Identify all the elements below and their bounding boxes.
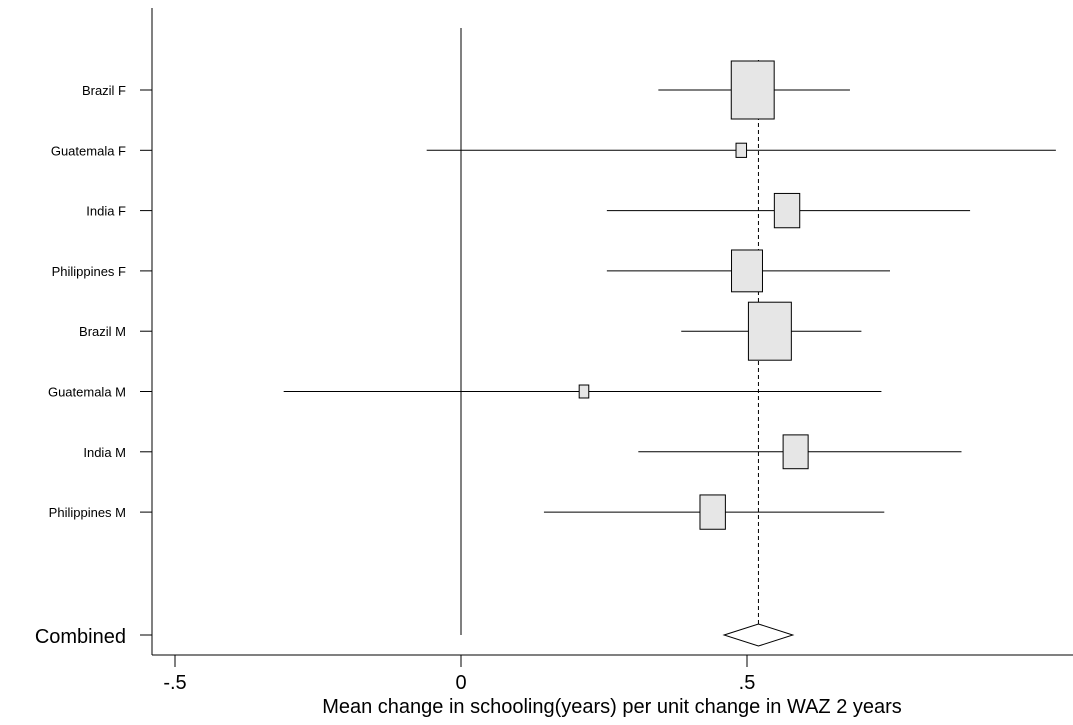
weight-box	[747, 301, 792, 361]
study-label: Philippines M	[49, 505, 126, 520]
weight-box	[578, 384, 590, 399]
study-label: Guatemala M	[48, 385, 126, 400]
study-row: Philippines M	[49, 494, 885, 530]
x-tick-label: 0	[455, 672, 466, 694]
combined-row: Combined	[35, 623, 795, 648]
weight-box	[731, 249, 763, 293]
study-label: India F	[86, 204, 126, 219]
study-label: India M	[83, 445, 126, 460]
study-row: India F	[86, 192, 971, 229]
study-row: Brazil F	[82, 60, 850, 120]
study-row: Guatemala F	[51, 142, 1056, 158]
combined-diamond	[722, 623, 795, 647]
weight-box	[773, 192, 801, 229]
x-axis-title: Mean change in schooling(years) per unit…	[322, 696, 902, 718]
study-row: India M	[83, 434, 962, 470]
study-row: Philippines F	[52, 249, 890, 293]
weight-box	[782, 434, 809, 470]
plot-frame	[151, 8, 1073, 656]
x-tick-label: -.5	[163, 672, 186, 694]
study-row: Guatemala M	[48, 384, 882, 400]
weight-box	[735, 142, 748, 158]
study-label: Guatemala F	[51, 143, 126, 158]
weight-box	[730, 60, 775, 120]
x-tick-label: .5	[739, 672, 756, 694]
study-label: Philippines F	[52, 264, 126, 279]
study-rows: Brazil F Guatemala F India F Philippines F B…	[48, 60, 1056, 530]
combined-label: Combined	[35, 626, 126, 648]
x-axis: -.5 0 .5	[163, 655, 755, 694]
study-row: Brazil M	[79, 301, 862, 361]
weight-box	[699, 494, 726, 530]
study-label: Brazil M	[79, 324, 126, 339]
study-label: Brazil F	[82, 83, 126, 98]
